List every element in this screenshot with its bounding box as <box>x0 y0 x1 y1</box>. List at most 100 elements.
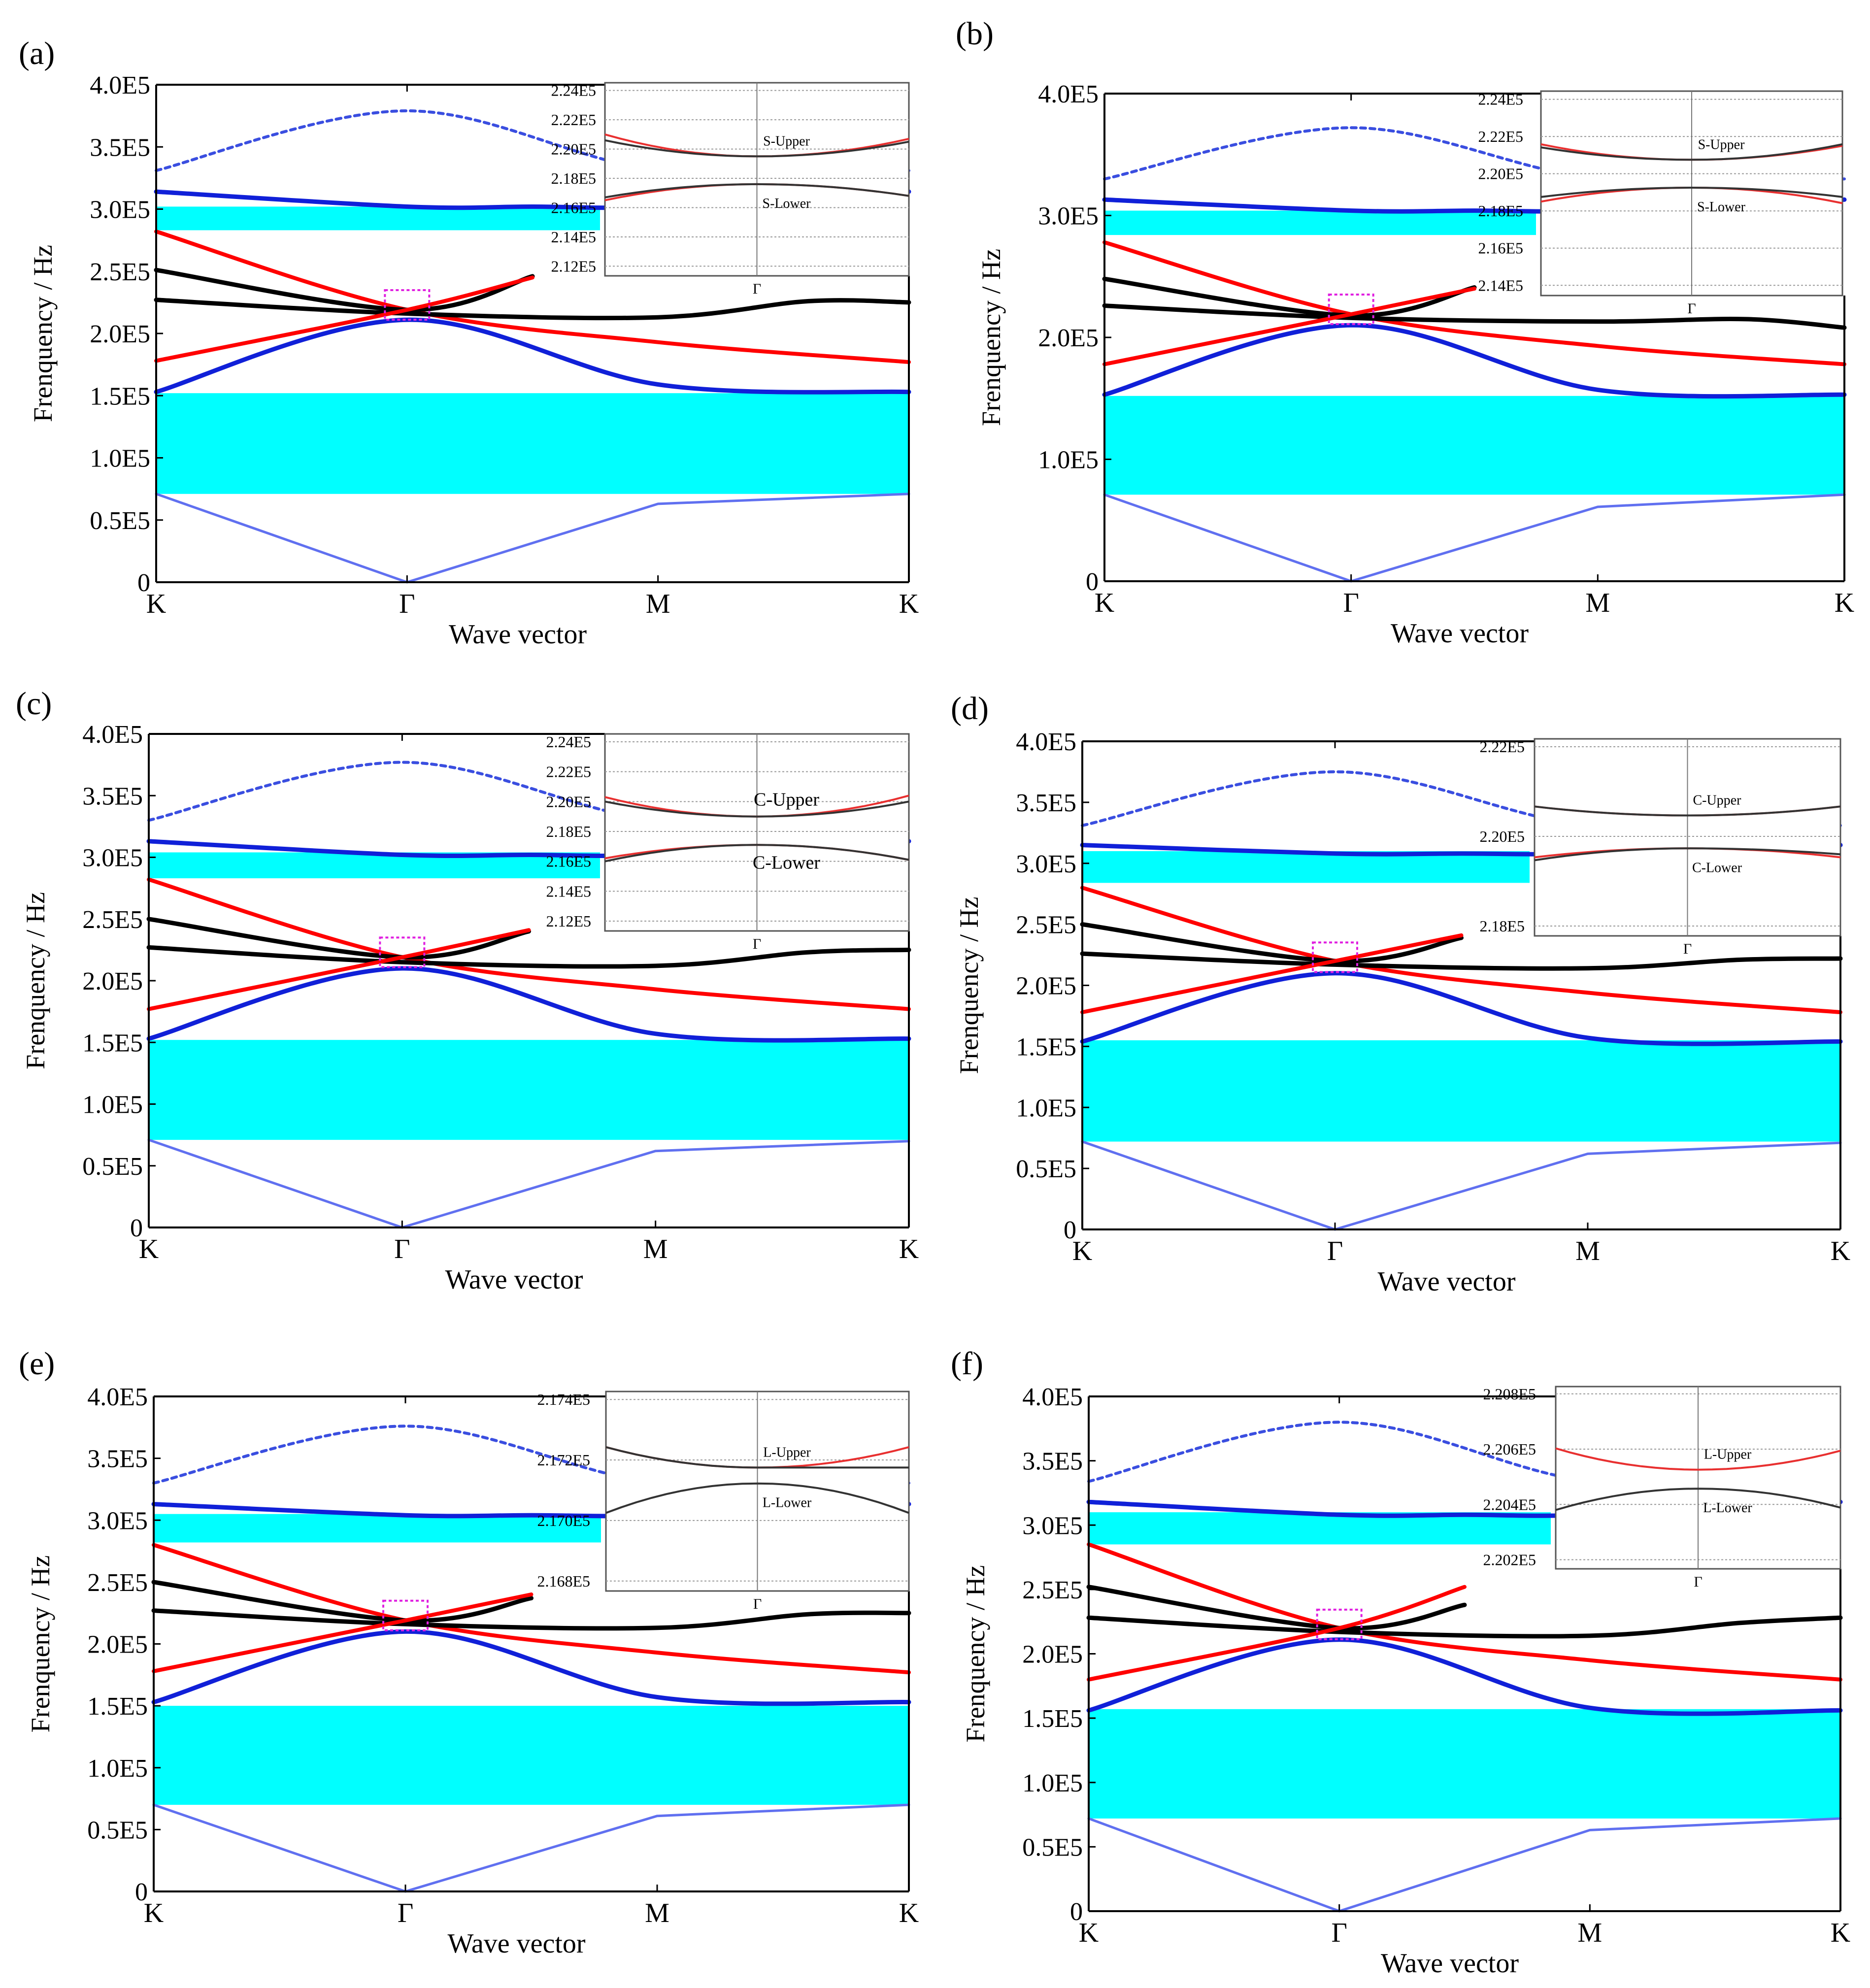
x-tick-label: K <box>899 1898 919 1928</box>
panel-f: (f) 0 0.5E5 1.0E5 1.5E5 2.0E5 2.5E5 3.0E5 3.5E5 4… <box>951 1346 1850 1979</box>
y-tick-label: 3.0E5 <box>1038 202 1099 231</box>
band-line <box>147 1138 910 1229</box>
inset-y-tick-label: 2.20E5 <box>551 140 596 158</box>
y-tick-label: 2.0E5 <box>1038 324 1099 352</box>
panel-d: (d) 0 0.5E5 1.0E5 1.5E5 2.0E5 2.5E5 3.0E5 3.5E5 4… <box>951 691 1850 1297</box>
band-line <box>1086 1585 1467 1631</box>
band-gap <box>154 1514 601 1543</box>
inset-curve <box>604 139 909 158</box>
x-tick-label: K <box>899 1234 919 1264</box>
inset-lower-label: L-Lower <box>1703 1500 1752 1516</box>
panel-c: (c) 0 0.5E5 1.0E5 1.5E5 2.0E5 2.5E5 3.0E5 3.5E5 4… <box>16 686 919 1295</box>
band-line <box>147 928 531 1011</box>
y-tick-label: 2.0E5 <box>1022 1641 1083 1669</box>
y-tick-label: 2.0E5 <box>90 320 150 348</box>
band-line <box>154 317 911 395</box>
band-gap <box>1082 851 1530 883</box>
band-line <box>1080 886 1842 1014</box>
inset-upper-label: C-Upper <box>754 790 819 810</box>
inset-curve <box>605 1482 909 1514</box>
y-tick-label: 3.0E5 <box>90 196 150 224</box>
band-line <box>1102 323 1847 399</box>
x-tick-label: K <box>1095 588 1114 618</box>
inset-y-tick-label: 2.20E5 <box>1478 165 1523 183</box>
inset-lower-label: C-Lower <box>1692 860 1742 875</box>
inset-y-tick-label: 2.14E5 <box>1478 276 1523 294</box>
y-tick-label: 2.5E5 <box>1022 1576 1083 1604</box>
inset-curve <box>1534 847 1841 861</box>
band-line <box>152 1803 910 1893</box>
inset-upper-label: L-Upper <box>763 1445 811 1460</box>
y-tick-label: 2.5E5 <box>87 1569 148 1597</box>
y-axis-title: Frenquency / Hz <box>21 892 50 1069</box>
inset-y-tick-label: 2.22E5 <box>546 763 591 781</box>
x-tick-label: Γ <box>399 589 415 619</box>
inset-y-tick-label: 2.170E5 <box>537 1512 590 1529</box>
y-tick-label: 1.5E5 <box>82 1029 143 1057</box>
inset-y-tick-label: 2.168E5 <box>537 1572 590 1590</box>
x-tick-label: Γ <box>1331 1918 1347 1948</box>
zoom-marker <box>1312 941 1358 973</box>
y-tick-label: 1.0E5 <box>1016 1094 1076 1122</box>
x-tick-label: K <box>899 589 919 619</box>
band-gap <box>1089 1709 1840 1819</box>
inset-curve <box>1534 805 1841 817</box>
x-tick-label: Γ <box>1327 1236 1343 1266</box>
y-tick-label: 3.0E5 <box>1016 850 1076 878</box>
band-line <box>1102 276 1477 318</box>
band-line <box>1080 971 1843 1046</box>
inset: 2.24E5 2.22E5 2.20E5 2.18E5 2.16E5 2.14E5 Γ S-U… <box>1478 90 1843 317</box>
inset-curve <box>604 800 909 818</box>
inset-x-tick-label: Γ <box>1694 1574 1702 1590</box>
band-gap <box>1104 210 1536 235</box>
y-tick-label: 2.0E5 <box>87 1631 148 1659</box>
band-line <box>154 298 911 321</box>
x-tick-label: M <box>1577 1918 1602 1948</box>
zoom-marker <box>379 936 426 968</box>
y-tick-label: 2.5E5 <box>82 906 143 934</box>
inset: 2.22E5 2.20E5 2.18E5 Γ C-Upper C-Lower <box>1479 738 1841 957</box>
inset-upper-label: L-Upper <box>1704 1447 1752 1462</box>
x-tick-label: M <box>646 589 670 619</box>
band-line <box>1103 126 1846 184</box>
x-tick-label: M <box>1585 588 1610 618</box>
band-gap <box>1082 1040 1840 1142</box>
x-tick-label: K <box>1831 1236 1850 1266</box>
inset-curve <box>605 1446 909 1469</box>
x-axis-title: Wave vector <box>449 619 587 650</box>
x-axis-title: Wave vector <box>1378 1266 1516 1297</box>
inset-y-tick-label: 2.24E5 <box>551 82 596 99</box>
band-line <box>151 1629 911 1706</box>
y-tick-label: 1.0E5 <box>90 445 150 473</box>
inset: 2.24E5 2.22E5 2.20E5 2.18E5 2.16E5 2.14E5 2.12… <box>551 82 910 297</box>
x-tick-label: M <box>643 1234 668 1264</box>
inset-curve <box>604 183 909 199</box>
y-tick-label: 3.5E5 <box>90 133 150 162</box>
y-tick-label: 1.5E5 <box>1016 1033 1076 1061</box>
y-tick-label: 0.5E5 <box>1016 1155 1076 1183</box>
y-tick-label: 4.0E5 <box>1022 1383 1083 1411</box>
y-tick-label: 3.0E5 <box>87 1507 148 1535</box>
inset-lower-label: L-Lower <box>763 1495 812 1511</box>
band-line <box>151 1608 911 1631</box>
inset-y-tick-label: 2.22E5 <box>1478 128 1523 145</box>
band-line <box>1102 240 1846 366</box>
y-tick-label: 0 <box>130 1214 143 1242</box>
band-line <box>1080 933 1464 1014</box>
y-tick-label: 4.0E5 <box>90 71 150 99</box>
band-line <box>154 230 911 364</box>
inset-upper-label: S-Upper <box>1698 137 1745 152</box>
inset: 2.208E5 2.206E5 2.204E5 2.202E5 Γ L-Upper L-Lo… <box>1483 1385 1841 1590</box>
y-tick-label: 1.0E5 <box>1022 1769 1083 1797</box>
panel-label: (c) <box>16 686 52 722</box>
y-tick-label: 4.0E5 <box>1016 728 1076 756</box>
x-tick-label: Γ <box>1343 588 1359 618</box>
inset-y-tick-label: 2.172E5 <box>537 1451 590 1469</box>
inset-lower-label: C-Lower <box>753 852 821 873</box>
inset-curve <box>1540 143 1843 161</box>
y-tick-label: 0 <box>135 1878 148 1906</box>
inset-x-tick-label: Γ <box>753 1596 762 1612</box>
y-tick-label: 4.0E5 <box>87 1383 148 1411</box>
y-tick-label: 0.5E5 <box>87 1816 148 1844</box>
band-gap <box>156 206 600 231</box>
